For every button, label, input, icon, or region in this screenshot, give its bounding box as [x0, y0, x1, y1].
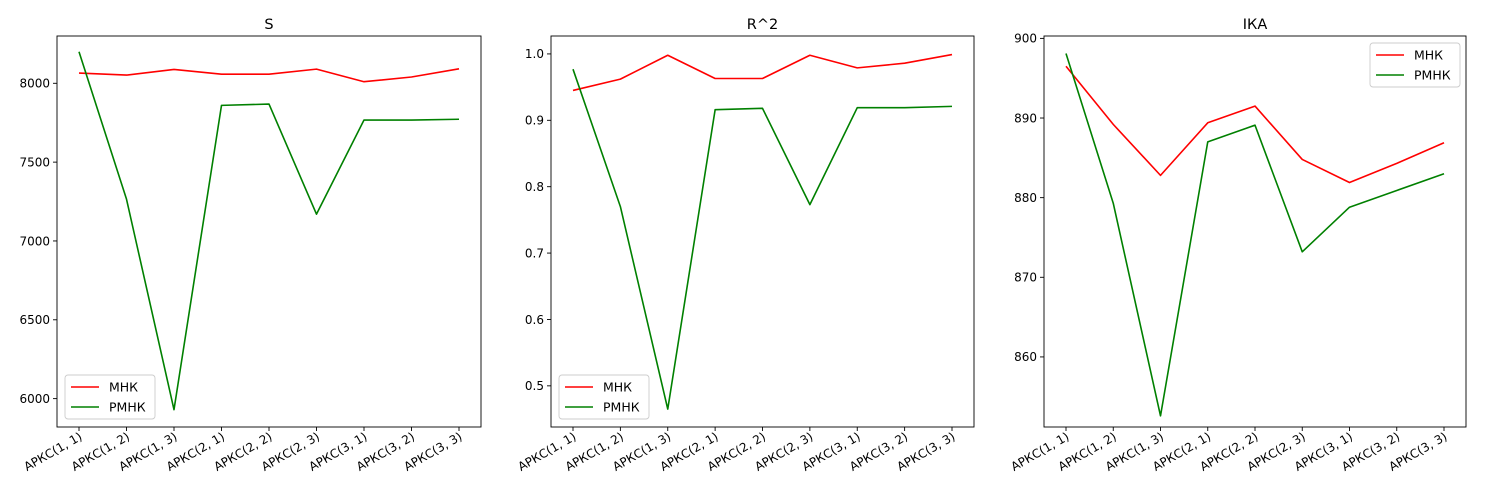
legend-box [1369, 42, 1461, 88]
series-line-mnk [572, 53, 953, 92]
legend-label: МНК [1414, 48, 1443, 63]
y-tick-label: 7000 [19, 234, 50, 248]
legend-label: МНК [603, 380, 632, 395]
chart-title: ІКА [1243, 17, 1268, 33]
y-tick-label: 0.5 [525, 379, 544, 393]
legend: МНК РМНК [1369, 42, 1461, 88]
legend-box [64, 374, 156, 420]
legend: МНК РМНК [64, 374, 156, 420]
legend: МНК РМНК [558, 374, 650, 420]
y-tick-label: 860 [1014, 350, 1037, 364]
y-tick-label: 890 [1014, 111, 1037, 125]
y-tick-label: 6500 [19, 313, 50, 327]
legend-label: РМНК [109, 400, 146, 415]
series-line-mnk [1065, 65, 1445, 184]
legend-label: РМНК [603, 400, 640, 415]
y-tick-label: 1.0 [525, 47, 544, 61]
y-tick-label: 0.6 [525, 313, 544, 327]
y-tick-label: 880 [1014, 191, 1037, 205]
legend-label: МНК [109, 380, 138, 395]
chart-title: S [264, 17, 273, 33]
chart-title: R^2 [747, 17, 778, 33]
y-tick-label: 6000 [19, 392, 50, 406]
y-tick-label: 0.9 [525, 114, 544, 128]
legend-label: РМНК [1414, 68, 1451, 83]
y-tick-label: 0.7 [525, 246, 544, 260]
series-line-rmnk [78, 51, 460, 411]
legend-box [558, 374, 650, 420]
series-line-rmnk [572, 68, 953, 410]
series-line-mnk [78, 68, 460, 83]
y-tick-label: 900 [1014, 32, 1037, 46]
y-tick-label: 870 [1014, 271, 1037, 285]
y-tick-label: 8000 [19, 77, 50, 91]
series-line-rmnk [1065, 53, 1445, 417]
y-tick-label: 0.8 [525, 180, 544, 194]
y-tick-label: 7500 [19, 155, 50, 169]
